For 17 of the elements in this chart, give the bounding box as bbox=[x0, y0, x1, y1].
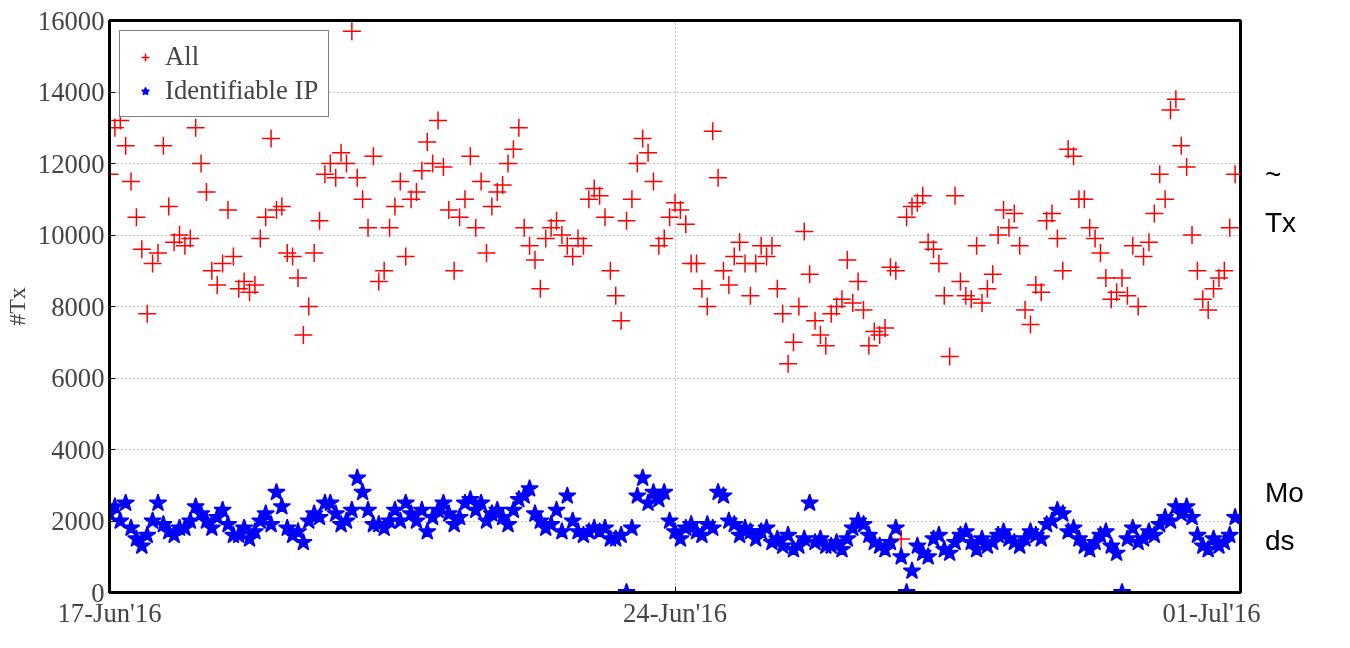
legend-label: Identifiable IP bbox=[165, 75, 319, 106]
y-tick-label: 10000 bbox=[37, 220, 105, 250]
text: ~ bbox=[1265, 158, 1283, 192]
y-tick-label: 14000 bbox=[37, 77, 105, 107]
text: Mo bbox=[1265, 476, 1304, 510]
y-tick-label: 12000 bbox=[37, 148, 105, 179]
x-tick-label: 24-Jun'16 bbox=[622, 597, 728, 628]
x-tick-label: 01-Jul'16 bbox=[1162, 597, 1261, 628]
text: ds bbox=[1265, 524, 1296, 558]
y-tick-label: 4000 bbox=[51, 434, 105, 465]
y-tick-label: 6000 bbox=[51, 363, 105, 393]
text: Tx bbox=[1265, 206, 1298, 240]
y-tick-label: 8000 bbox=[51, 291, 105, 322]
y-tick-label: 16000 bbox=[37, 5, 105, 36]
y-axis-title: #Tx bbox=[3, 287, 30, 326]
y-tick-label: 2000 bbox=[51, 506, 105, 536]
legend-label: All bbox=[165, 41, 200, 72]
